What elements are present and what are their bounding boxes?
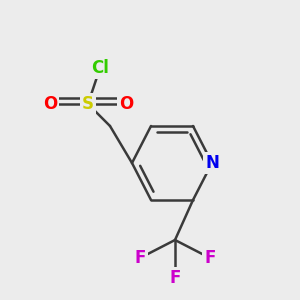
Text: F: F (134, 249, 146, 267)
Text: F: F (169, 269, 181, 287)
Text: F: F (204, 249, 216, 267)
Text: O: O (119, 95, 133, 113)
Text: O: O (43, 95, 57, 113)
Text: N: N (205, 154, 219, 172)
Text: S: S (82, 95, 94, 113)
Text: Cl: Cl (91, 59, 109, 77)
